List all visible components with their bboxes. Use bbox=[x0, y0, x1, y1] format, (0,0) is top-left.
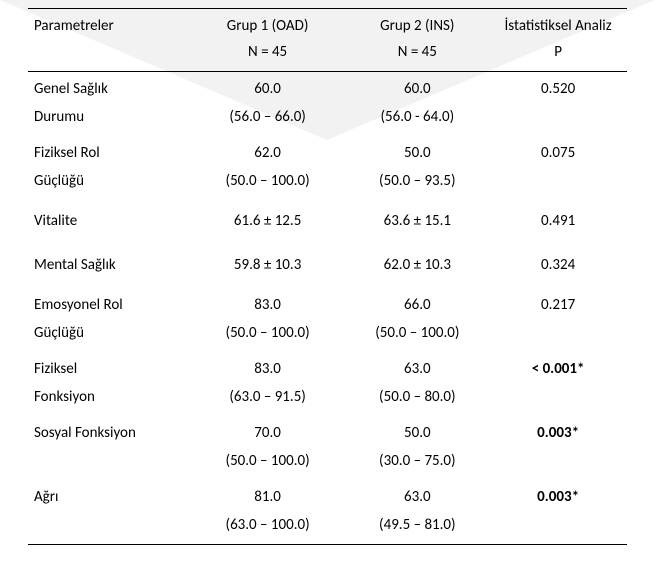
group2-value: 63.6 ± 15.1 bbox=[345, 200, 489, 244]
group1-value: 61.6 ± 12.5 bbox=[190, 200, 346, 244]
p-value: < 0.001* bbox=[489, 352, 627, 386]
group2-range: (30.0 – 75.0) bbox=[345, 450, 489, 480]
group1-value: 62.0 bbox=[190, 136, 346, 170]
p-value: 0.003* bbox=[489, 480, 627, 514]
group2-range: (49.5 – 81.0) bbox=[345, 514, 489, 545]
param-name: Güçlüğü bbox=[28, 322, 190, 352]
statistics-table: Parametreler Grup 1 (OAD) Grup 2 (INS) İ… bbox=[28, 8, 627, 545]
param-name: Fonksiyon bbox=[28, 386, 190, 416]
group2-range: (50.0 – 80.0) bbox=[345, 386, 489, 416]
table-row: Güçlüğü (50.0 – 100.0) (50.0 – 100.0) bbox=[28, 322, 627, 352]
header-group2-n: N = 45 bbox=[345, 37, 489, 72]
table-header-row-2: N = 45 N = 45 P bbox=[28, 37, 627, 72]
table-header-row-1: Parametreler Grup 1 (OAD) Grup 2 (INS) İ… bbox=[28, 9, 627, 38]
group2-range: (56.0 - 64.0) bbox=[345, 106, 489, 136]
group1-range: (50.0 – 100.0) bbox=[190, 322, 346, 352]
param-name: Emosyonel Rol bbox=[28, 288, 190, 322]
p-value: 0.520 bbox=[489, 72, 627, 107]
table-row: Fiziksel 83.0 63.0 < 0.001* bbox=[28, 352, 627, 386]
group1-range: (56.0 – 66.0) bbox=[190, 106, 346, 136]
p-value: 0.003* bbox=[489, 416, 627, 450]
empty-cell bbox=[489, 106, 627, 136]
param-name: Ağrı bbox=[28, 480, 190, 514]
group2-range: (50.0 – 93.5) bbox=[345, 170, 489, 200]
group2-value: 66.0 bbox=[345, 288, 489, 322]
table-row: Fiziksel Rol 62.0 50.0 0.075 bbox=[28, 136, 627, 170]
table-row: (63.0 – 100.0) (49.5 – 81.0) bbox=[28, 514, 627, 545]
param-name: Fiziksel Rol bbox=[28, 136, 190, 170]
param-name bbox=[28, 514, 190, 545]
table-row: Vitalite 61.6 ± 12.5 63.6 ± 15.1 0.491 bbox=[28, 200, 627, 244]
param-name: Sosyal Fonksiyon bbox=[28, 416, 190, 450]
group2-value: 50.0 bbox=[345, 416, 489, 450]
table-row: Ağrı 81.0 63.0 0.003* bbox=[28, 480, 627, 514]
group1-value: 83.0 bbox=[190, 352, 346, 386]
group1-range: (63.0 – 91.5) bbox=[190, 386, 346, 416]
group2-value: 62.0 ± 10.3 bbox=[345, 244, 489, 288]
group2-value: 50.0 bbox=[345, 136, 489, 170]
empty-cell bbox=[489, 450, 627, 480]
group1-value: 83.0 bbox=[190, 288, 346, 322]
empty-cell bbox=[489, 170, 627, 200]
param-name: Fiziksel bbox=[28, 352, 190, 386]
group2-range: (50.0 – 100.0) bbox=[345, 322, 489, 352]
table-row: Güçlüğü (50.0 – 100.0) (50.0 – 93.5) bbox=[28, 170, 627, 200]
param-name bbox=[28, 450, 190, 480]
table-row: (50.0 – 100.0) (30.0 – 75.0) bbox=[28, 450, 627, 480]
param-name: Mental Sağlık bbox=[28, 244, 190, 288]
header-parametreler: Parametreler bbox=[28, 9, 190, 38]
param-name: Güçlüğü bbox=[28, 170, 190, 200]
p-value: 0.491 bbox=[489, 200, 627, 244]
group1-value: 60.0 bbox=[190, 72, 346, 107]
empty-cell bbox=[489, 322, 627, 352]
param-name: Vitalite bbox=[28, 200, 190, 244]
group2-value: 60.0 bbox=[345, 72, 489, 107]
header-group1: Grup 1 (OAD) bbox=[190, 9, 346, 38]
group1-value: 70.0 bbox=[190, 416, 346, 450]
empty-cell bbox=[489, 514, 627, 545]
data-table-container: Parametreler Grup 1 (OAD) Grup 2 (INS) İ… bbox=[28, 8, 627, 545]
table-row: Sosyal Fonksiyon 70.0 50.0 0.003* bbox=[28, 416, 627, 450]
p-value: 0.324 bbox=[489, 244, 627, 288]
empty-cell bbox=[489, 386, 627, 416]
group1-value: 81.0 bbox=[190, 480, 346, 514]
header-p: P bbox=[489, 37, 627, 72]
group1-range: (63.0 – 100.0) bbox=[190, 514, 346, 545]
header-group2: Grup 2 (INS) bbox=[345, 9, 489, 38]
table-row: Durumu (56.0 – 66.0) (56.0 - 64.0) bbox=[28, 106, 627, 136]
table-row: Emosyonel Rol 83.0 66.0 0.217 bbox=[28, 288, 627, 322]
header-stat: İstatistiksel Analiz bbox=[489, 9, 627, 38]
group1-range: (50.0 – 100.0) bbox=[190, 170, 346, 200]
param-name: Genel Sağlık bbox=[28, 72, 190, 107]
group2-value: 63.0 bbox=[345, 480, 489, 514]
p-value: 0.217 bbox=[489, 288, 627, 322]
table-row: Fonksiyon (63.0 – 91.5) (50.0 – 80.0) bbox=[28, 386, 627, 416]
table-row: Genel Sağlık 60.0 60.0 0.520 bbox=[28, 72, 627, 107]
group2-value: 63.0 bbox=[345, 352, 489, 386]
header-empty bbox=[28, 37, 190, 72]
header-group1-n: N = 45 bbox=[190, 37, 346, 72]
group1-value: 59.8 ± 10.3 bbox=[190, 244, 346, 288]
param-name: Durumu bbox=[28, 106, 190, 136]
p-value: 0.075 bbox=[489, 136, 627, 170]
table-row: Mental Sağlık 59.8 ± 10.3 62.0 ± 10.3 0.… bbox=[28, 244, 627, 288]
group1-range: (50.0 – 100.0) bbox=[190, 450, 346, 480]
